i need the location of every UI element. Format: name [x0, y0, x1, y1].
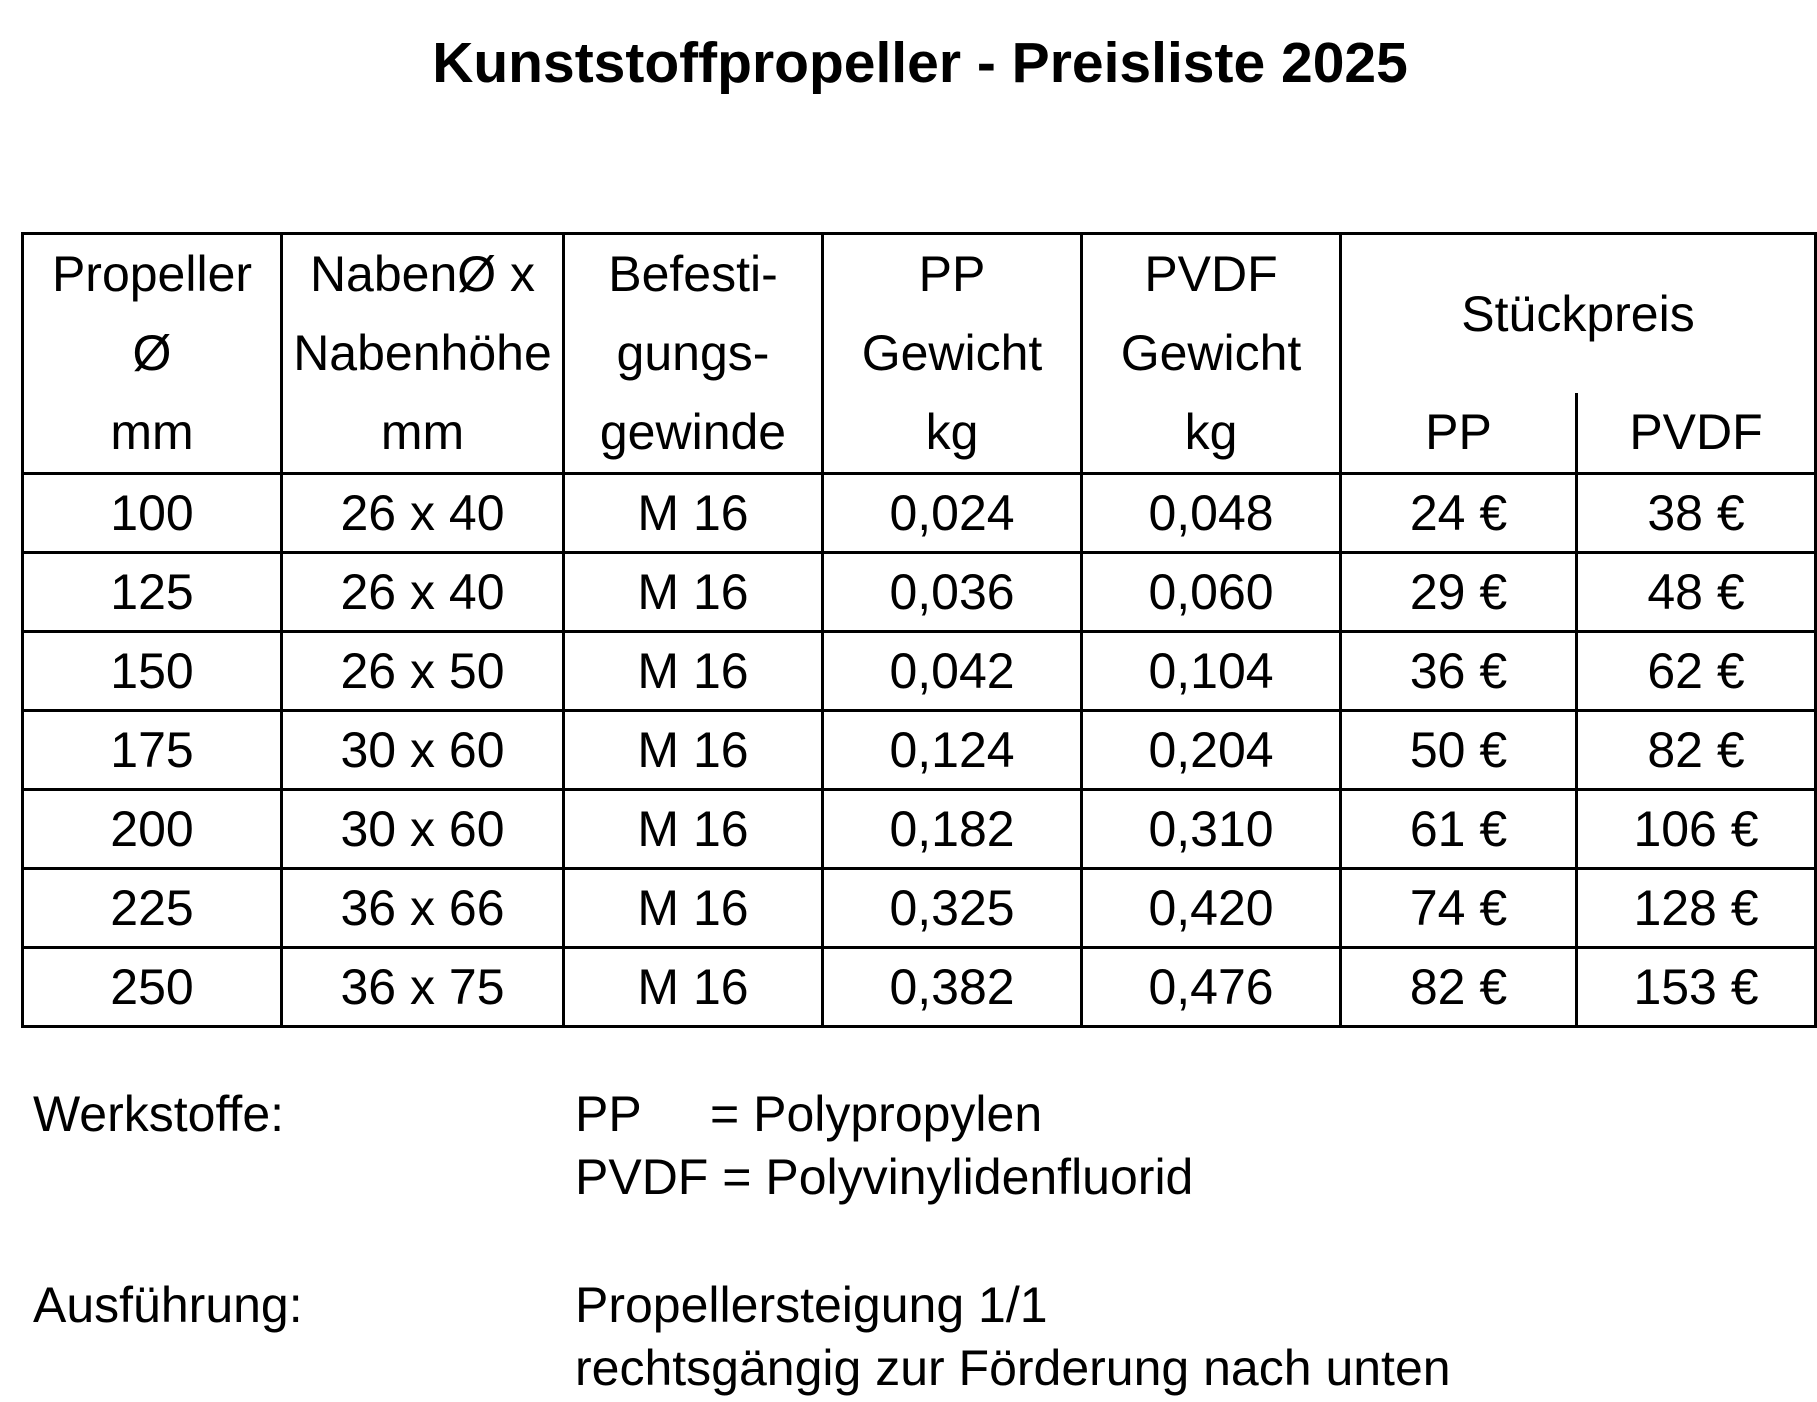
- cell-pp-weight: 0,036: [821, 551, 1083, 633]
- design-note: Ausführung: Propellersteigung 1/1 rechts…: [33, 1274, 1733, 1400]
- price-table: Propeller Ø mm NabenØ x Nabenhöhe mm Bef…: [21, 232, 1817, 1028]
- material-item-pvdf: PVDF = Polyvinylidenfluorid: [575, 1146, 1193, 1209]
- cell-diameter: 200: [21, 788, 283, 870]
- header-thread-line-2: gungs-: [616, 325, 770, 381]
- header-hub-line-2: Nabenhöhe: [293, 325, 552, 381]
- header-unit-price-pp: PP: [1339, 393, 1578, 475]
- header-hub: NabenØ x Nabenhöhe mm: [280, 232, 565, 475]
- cell-pp-weight: 0,325: [821, 867, 1083, 949]
- cell-hub: 26 x 40: [280, 551, 565, 633]
- cell-diameter: 150: [21, 630, 283, 712]
- cell-pvdf-weight: 0,310: [1080, 788, 1342, 870]
- design-label: Ausführung:: [33, 1277, 303, 1333]
- header-pvdf-weight-line-3: kg: [1184, 404, 1238, 460]
- table-row: 175 30 x 60 M 16 0,124 0,204 50 € 82 €: [21, 709, 1817, 791]
- cell-pvdf-weight: 0,420: [1080, 867, 1342, 949]
- cell-price-pvdf: 106 €: [1575, 788, 1817, 870]
- header-hub-line-3: mm: [380, 404, 465, 460]
- cell-price-pp: 74 €: [1339, 867, 1578, 949]
- header-pp-weight: PP Gewicht kg: [821, 232, 1083, 475]
- design-line: rechtsgängig zur Förderung nach unten: [575, 1340, 1451, 1396]
- table-row: 100 26 x 40 M 16 0,024 0,048 24 € 38 €: [21, 472, 1817, 554]
- materials-note: Werkstoffe: PP = Polypropylen PVDF = Poly…: [33, 1083, 1733, 1209]
- cell-thread: M 16: [562, 551, 824, 633]
- cell-thread: M 16: [562, 709, 824, 791]
- cell-price-pp: 36 €: [1339, 630, 1578, 712]
- header-pp-weight-line-1: PP: [918, 246, 986, 302]
- cell-hub: 30 x 60: [280, 788, 565, 870]
- cell-hub: 30 x 60: [280, 709, 565, 791]
- cell-pp-weight: 0,182: [821, 788, 1083, 870]
- cell-pp-weight: 0,042: [821, 630, 1083, 712]
- material-definition: = Polyvinylidenfluorid: [722, 1149, 1194, 1205]
- cell-price-pp: 61 €: [1339, 788, 1578, 870]
- cell-pp-weight: 0,024: [821, 472, 1083, 554]
- design-line: Propellersteigung 1/1: [575, 1277, 1048, 1333]
- material-abbr: PP: [575, 1086, 642, 1142]
- header-pvdf-weight-line-2: Gewicht: [1120, 325, 1302, 381]
- table-header-row: Propeller Ø mm NabenØ x Nabenhöhe mm Bef…: [21, 232, 1817, 475]
- cell-price-pvdf: 153 €: [1575, 946, 1817, 1028]
- material-item-pp: PP = Polypropylen: [575, 1083, 1193, 1146]
- table-row: 200 30 x 60 M 16 0,182 0,310 61 € 106 €: [21, 788, 1817, 870]
- cell-diameter: 125: [21, 551, 283, 633]
- cell-pvdf-weight: 0,060: [1080, 551, 1342, 633]
- header-pvdf-weight-line-1: PVDF: [1144, 246, 1278, 302]
- header-diameter-line-2: Ø: [132, 325, 172, 381]
- cell-diameter: 175: [21, 709, 283, 791]
- cell-pvdf-weight: 0,204: [1080, 709, 1342, 791]
- materials-label: Werkstoffe:: [33, 1086, 285, 1142]
- cell-hub: 36 x 66: [280, 867, 565, 949]
- header-diameter-line-1: Propeller: [51, 246, 253, 302]
- cell-hub: 36 x 75: [280, 946, 565, 1028]
- cell-diameter: 100: [21, 472, 283, 554]
- cell-price-pvdf: 48 €: [1575, 551, 1817, 633]
- cell-price-pp: 82 €: [1339, 946, 1578, 1028]
- cell-diameter: 225: [21, 867, 283, 949]
- header-unit-price-pvdf: PVDF: [1575, 393, 1817, 475]
- table-row: 250 36 x 75 M 16 0,382 0,476 82 € 153 €: [21, 946, 1817, 1028]
- header-hub-line-1: NabenØ x: [309, 246, 536, 302]
- cell-thread: M 16: [562, 867, 824, 949]
- cell-pvdf-weight: 0,476: [1080, 946, 1342, 1028]
- table-row: 150 26 x 50 M 16 0,042 0,104 36 € 62 €: [21, 630, 1817, 712]
- cell-diameter: 250: [21, 946, 283, 1028]
- cell-pvdf-weight: 0,048: [1080, 472, 1342, 554]
- cell-hub: 26 x 40: [280, 472, 565, 554]
- cell-price-pp: 50 €: [1339, 709, 1578, 791]
- header-pp-weight-line-3: kg: [925, 404, 979, 460]
- cell-hub: 26 x 50: [280, 630, 565, 712]
- page-title: Kunststoffpropeller - Preisliste 2025: [432, 31, 1408, 95]
- cell-price-pvdf: 62 €: [1575, 630, 1817, 712]
- material-abbr: PVDF: [575, 1149, 709, 1205]
- header-pp-weight-line-2: Gewicht: [861, 325, 1043, 381]
- cell-pp-weight: 0,124: [821, 709, 1083, 791]
- table-row: 225 36 x 66 M 16 0,325 0,420 74 € 128 €: [21, 867, 1817, 949]
- cell-thread: M 16: [562, 788, 824, 870]
- cell-thread: M 16: [562, 630, 824, 712]
- cell-price-pvdf: 38 €: [1575, 472, 1817, 554]
- cell-thread: M 16: [562, 946, 824, 1028]
- table-subheader-row: PP PVDF: [23, 393, 1817, 475]
- cell-thread: M 16: [562, 472, 824, 554]
- design-lines: Propellersteigung 1/1 rechtsgängig zur F…: [575, 1274, 1451, 1400]
- cell-pvdf-weight: 0,104: [1080, 630, 1342, 712]
- header-diameter: Propeller Ø mm: [21, 232, 283, 475]
- cell-price-pp: 29 €: [1339, 551, 1578, 633]
- header-thread-line-1: Befesti-: [608, 246, 778, 302]
- header-diameter-line-3: mm: [110, 404, 194, 460]
- header-unit-price: Stückpreis: [1339, 232, 1817, 393]
- materials-list: PP = Polypropylen PVDF = Polyvinylidenflu…: [575, 1083, 1193, 1209]
- cell-price-pp: 24 €: [1339, 472, 1578, 554]
- header-thread-line-3: gewinde: [599, 404, 787, 460]
- cell-pp-weight: 0,382: [821, 946, 1083, 1028]
- cell-price-pvdf: 128 €: [1575, 867, 1817, 949]
- table-row: 125 26 x 40 M 16 0,036 0,060 29 € 48 €: [21, 551, 1817, 633]
- material-definition: = Polypropylen: [710, 1086, 1043, 1142]
- cell-price-pvdf: 82 €: [1575, 709, 1817, 791]
- header-pvdf-weight: PVDF Gewicht kg: [1080, 232, 1342, 475]
- header-thread: Befesti- gungs- gewinde: [562, 232, 824, 475]
